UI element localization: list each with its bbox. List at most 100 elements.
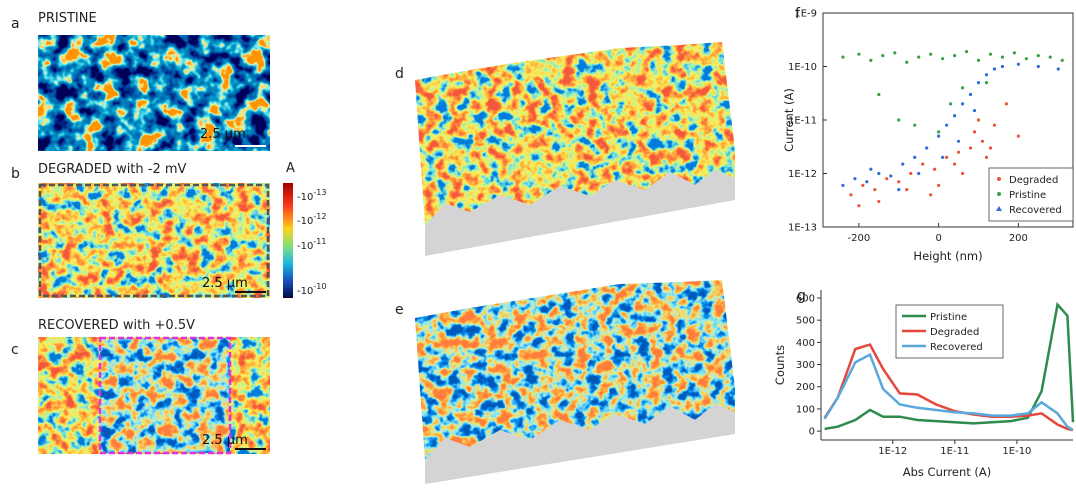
panel-label: d — [395, 66, 404, 82]
point — [925, 146, 929, 150]
point — [1016, 62, 1020, 66]
point — [984, 155, 989, 159]
y-tick-label: 0 — [809, 427, 815, 438]
surface-base — [425, 404, 735, 484]
y-tick-label: 400 — [796, 338, 815, 349]
legend-marker — [997, 192, 1001, 196]
point — [885, 177, 889, 181]
point — [968, 146, 973, 150]
point — [909, 171, 913, 176]
point — [945, 155, 949, 159]
x-tick-label: 200 — [1009, 233, 1028, 244]
point — [956, 139, 961, 143]
point — [905, 188, 909, 192]
point — [941, 57, 945, 61]
point — [929, 52, 933, 56]
point — [877, 171, 881, 176]
tick-base: -10 — [297, 241, 313, 252]
point — [917, 55, 921, 59]
point — [960, 171, 965, 176]
legend-label: Pristine — [930, 312, 967, 323]
point — [968, 92, 973, 97]
point — [1036, 64, 1040, 69]
point — [948, 102, 953, 106]
point — [857, 204, 861, 208]
point — [937, 134, 941, 138]
chart: f -200 0 200 1E-9 1E-10 1E-11 1E-12 1E-13 Height … — [782, 6, 1074, 263]
tick-exponent: -13 — [313, 188, 326, 197]
point — [889, 174, 893, 178]
y-tick-label: 300 — [796, 360, 815, 371]
point — [849, 193, 853, 197]
point — [877, 92, 881, 97]
point — [984, 81, 989, 85]
x-tick-label: 1E-11 — [940, 446, 969, 457]
tick-base: -10 — [297, 192, 313, 203]
colorbar-tick-label: -10-11 — [297, 237, 326, 252]
charts: f -200 0 200 1E-9 1E-10 1E-11 1E-12 1E-13 Height … — [773, 6, 1075, 479]
tick-exponent: -10 — [313, 282, 326, 291]
series-line — [824, 301, 1075, 431]
legend-box — [988, 167, 1074, 222]
point — [952, 53, 957, 58]
point — [1056, 67, 1060, 71]
point — [992, 67, 997, 71]
x-axis-label: Abs Current (A) — [903, 465, 992, 479]
point — [933, 167, 937, 171]
point — [865, 180, 869, 184]
legend-marker — [996, 206, 1002, 211]
point — [1004, 102, 1009, 106]
point — [921, 162, 925, 166]
legend-label: Pristine — [1009, 190, 1046, 201]
point — [853, 177, 857, 181]
point — [913, 123, 917, 127]
colorbar-tick-label: -10-13 — [297, 188, 326, 203]
point — [937, 130, 941, 134]
x-tick-label: -200 — [848, 233, 871, 244]
colorbar-tick-label: -10-10 — [297, 282, 326, 297]
point — [1000, 64, 1005, 69]
point — [1012, 51, 1016, 55]
point — [972, 130, 977, 134]
current-map — [38, 183, 270, 298]
y-tick-label: 600 — [796, 293, 815, 304]
legend-label: Degraded — [1009, 175, 1058, 186]
y-tick-label: 1E-13 — [788, 223, 817, 234]
point — [905, 60, 909, 64]
point — [841, 55, 845, 59]
tick-base: -10 — [297, 286, 313, 297]
point — [857, 52, 861, 56]
y-tick-label: 500 — [796, 316, 815, 327]
colorbar-unit: A — [286, 161, 295, 176]
point — [901, 162, 905, 166]
x-axis-label: Height (nm) — [913, 249, 982, 263]
point — [1016, 134, 1020, 138]
y-axis-label: Counts — [773, 345, 787, 385]
point — [976, 81, 981, 85]
point — [897, 180, 901, 184]
y-tick-label: 100 — [796, 404, 815, 415]
y-tick-label: 1E-12 — [788, 169, 817, 180]
point — [945, 123, 949, 127]
point — [1036, 53, 1040, 58]
point — [976, 58, 981, 63]
panel-label: f — [795, 6, 801, 22]
chart: g 1E-12 1E-11 1E-10 0 100 200 300 400 500 600 Abs C… — [773, 288, 1075, 479]
y-tick-label: 1E-9 — [794, 9, 817, 20]
point — [897, 118, 901, 122]
x-tick-label: 0 — [935, 233, 941, 244]
point — [1000, 55, 1005, 59]
colorbar — [283, 183, 293, 298]
point — [1060, 58, 1064, 63]
point — [941, 155, 945, 159]
point — [952, 114, 957, 118]
point — [960, 102, 965, 106]
tick-base: -10 — [297, 216, 313, 227]
y-tick-label: 200 — [796, 382, 815, 393]
point — [869, 58, 873, 63]
legend-label: Recovered — [1009, 205, 1062, 216]
point — [881, 53, 885, 58]
point — [956, 150, 961, 154]
region-box — [98, 336, 232, 455]
